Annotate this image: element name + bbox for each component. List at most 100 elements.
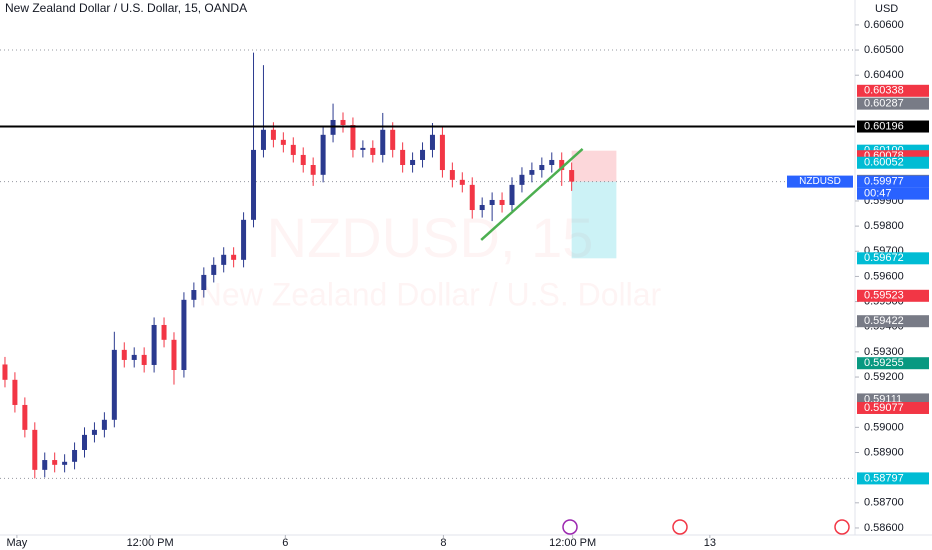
candle-body bbox=[62, 461, 68, 465]
candle-body bbox=[101, 419, 107, 430]
candle-body bbox=[241, 219, 247, 260]
candle-body bbox=[72, 449, 78, 462]
y-tick-label: 0.58900 bbox=[864, 446, 904, 458]
y-tick-label: 0.59600 bbox=[864, 270, 904, 282]
y-tick-label: 0.59200 bbox=[864, 371, 904, 383]
candle-body bbox=[449, 170, 455, 180]
candle-body bbox=[400, 149, 406, 166]
candle-body bbox=[519, 174, 525, 185]
candle-body bbox=[2, 364, 8, 380]
candle-body bbox=[32, 429, 38, 470]
candle-body bbox=[420, 149, 426, 160]
candle-body bbox=[549, 159, 555, 166]
chart-title: New Zealand Dollar / U.S. Dollar, 15, OA… bbox=[5, 1, 247, 15]
event-icon[interactable] bbox=[562, 519, 578, 535]
target-zone bbox=[571, 181, 617, 259]
candle-body bbox=[380, 129, 386, 155]
candle-body bbox=[121, 349, 127, 360]
price-label: 0.59077 bbox=[864, 402, 904, 414]
price-label: 0.59977 bbox=[864, 176, 904, 188]
candle-body bbox=[161, 324, 167, 340]
y-tick-label: 0.60500 bbox=[864, 44, 904, 56]
countdown-box bbox=[857, 187, 929, 200]
candle-body bbox=[569, 170, 575, 182]
candle-body bbox=[260, 129, 266, 150]
price-label-box bbox=[857, 84, 929, 97]
x-tick-label: 12:00 PM bbox=[549, 537, 596, 549]
price-label: 0.60196 bbox=[864, 120, 904, 132]
candle-body bbox=[370, 147, 376, 155]
x-tick-label: May bbox=[7, 537, 28, 549]
watermark-subtitle: New Zealand Dollar / U.S. Dollar bbox=[199, 276, 662, 312]
countdown: 00:47 bbox=[864, 188, 892, 200]
candle-body bbox=[509, 184, 515, 205]
candle-body bbox=[171, 339, 177, 370]
price-label-box bbox=[857, 401, 929, 414]
candle-body bbox=[340, 119, 346, 126]
y-tick-label: 0.58700 bbox=[864, 497, 904, 509]
price-label: 0.59422 bbox=[864, 315, 904, 327]
price-label: 0.59523 bbox=[864, 290, 904, 302]
candle-body bbox=[489, 199, 495, 205]
candle-body bbox=[251, 149, 257, 220]
candle-body bbox=[280, 139, 286, 145]
candle-body bbox=[429, 134, 435, 150]
candle-body bbox=[499, 199, 505, 205]
candle-body bbox=[539, 165, 545, 171]
candle-body bbox=[22, 404, 28, 430]
candle-body bbox=[559, 159, 565, 171]
y-tick-label: 0.59300 bbox=[864, 346, 904, 358]
event-icon[interactable] bbox=[672, 519, 688, 535]
candle-body bbox=[439, 134, 445, 171]
candle-body bbox=[290, 144, 296, 155]
candle-body bbox=[459, 179, 465, 185]
stop-zone bbox=[571, 150, 617, 182]
y-tick-label: 0.60400 bbox=[864, 69, 904, 81]
candle-body bbox=[310, 165, 316, 175]
candle-body bbox=[191, 290, 197, 300]
x-tick-label: 8 bbox=[440, 537, 446, 549]
candle-body bbox=[82, 434, 88, 450]
price-label-box bbox=[857, 252, 929, 265]
currency: USD bbox=[875, 3, 898, 15]
candle-body bbox=[111, 349, 117, 420]
price-label: 0.60052 bbox=[864, 157, 904, 169]
y-tick-label: 0.59700 bbox=[864, 245, 904, 257]
x-tick-label: 12:00 PM bbox=[127, 537, 174, 549]
candle-body bbox=[479, 204, 485, 211]
candle-body bbox=[469, 184, 475, 211]
price-label-box bbox=[857, 315, 929, 328]
candle-body bbox=[300, 154, 306, 166]
y-tick-label: 0.59000 bbox=[864, 421, 904, 433]
price-label: 0.58797 bbox=[864, 472, 904, 484]
price-label-box bbox=[857, 156, 929, 169]
candle-body bbox=[141, 354, 147, 365]
y-tick-label: 0.58600 bbox=[864, 522, 904, 534]
x-tick-label: 6 bbox=[282, 537, 288, 549]
watermark: NZDUSD, 15 bbox=[267, 206, 594, 269]
price-label: 0.59672 bbox=[864, 252, 904, 264]
x-tick-label: 13 bbox=[704, 537, 716, 549]
price-label-box bbox=[857, 289, 929, 302]
event-icon[interactable] bbox=[834, 519, 850, 535]
price-label-box bbox=[857, 120, 929, 133]
price-label: 0.60338 bbox=[864, 85, 904, 97]
y-tick-label: 0.60600 bbox=[864, 19, 904, 31]
candle-body bbox=[201, 274, 207, 291]
candle-body bbox=[12, 379, 18, 405]
price-label-box bbox=[857, 97, 929, 110]
price-label: 0.59255 bbox=[864, 357, 904, 369]
candle-body bbox=[410, 159, 416, 166]
candle-body bbox=[211, 264, 217, 275]
candle-body bbox=[529, 170, 535, 175]
candle-body bbox=[231, 254, 237, 260]
symbol-tag-box bbox=[787, 175, 853, 188]
candle-body bbox=[91, 429, 97, 435]
price-label-box bbox=[857, 357, 929, 370]
candle-body bbox=[42, 460, 48, 470]
candle-body bbox=[270, 129, 276, 140]
y-tick-label: 0.59800 bbox=[864, 220, 904, 232]
trendline bbox=[480, 147, 584, 241]
